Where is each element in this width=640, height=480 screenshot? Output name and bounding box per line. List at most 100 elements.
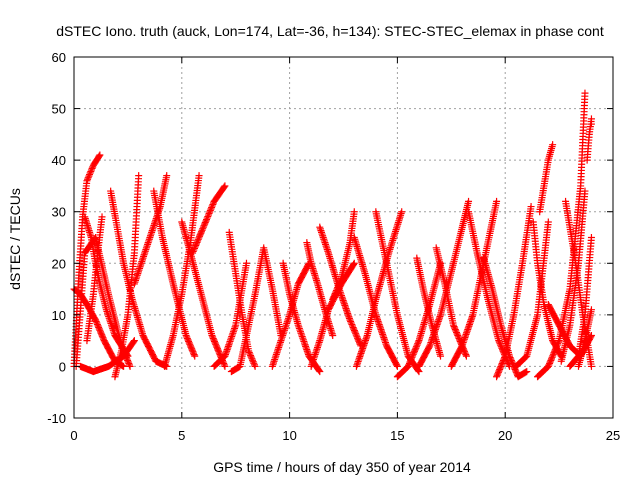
data-point xyxy=(247,352,255,360)
data-point xyxy=(92,316,100,324)
data-point xyxy=(194,237,202,245)
data-point xyxy=(242,259,250,267)
data-point xyxy=(355,337,363,345)
y-tick-label: 60 xyxy=(52,50,66,65)
data-point xyxy=(550,349,558,357)
data-point xyxy=(547,355,555,363)
data-point xyxy=(352,330,360,338)
data-point xyxy=(208,202,216,210)
data-point xyxy=(191,243,199,251)
data-point xyxy=(336,278,344,286)
data-point xyxy=(125,361,133,369)
data-point xyxy=(190,244,198,252)
data-point xyxy=(545,361,553,369)
data-point xyxy=(201,220,209,228)
data-point xyxy=(552,344,560,352)
data-point xyxy=(551,347,559,355)
data-point xyxy=(251,362,259,370)
data-point xyxy=(186,342,194,350)
data-point xyxy=(496,340,504,348)
data-point xyxy=(352,331,360,339)
data-point xyxy=(335,281,343,289)
data-track xyxy=(225,228,259,370)
data-point xyxy=(207,205,215,213)
data-point xyxy=(495,367,503,375)
data-point xyxy=(84,175,92,183)
data-point xyxy=(210,336,218,344)
data-point xyxy=(437,352,445,360)
data-point xyxy=(346,316,354,324)
data-point xyxy=(211,339,219,347)
data-point xyxy=(205,210,213,218)
data-point xyxy=(96,326,104,334)
data-point xyxy=(551,346,559,354)
data-point xyxy=(411,347,419,355)
data-point xyxy=(315,366,323,374)
data-point xyxy=(95,325,103,333)
data-point xyxy=(451,324,459,332)
data-point xyxy=(96,328,104,336)
data-point xyxy=(196,231,204,239)
data-point xyxy=(329,295,337,303)
axis-ticks: 0 5 10 15 20 25 -10 0 10 20 30 40 50 60 xyxy=(47,50,620,443)
data-point xyxy=(331,289,339,297)
data-point xyxy=(546,359,554,367)
data-point xyxy=(347,319,355,327)
data-point xyxy=(554,338,562,346)
data-point xyxy=(212,342,220,350)
x-tick-label: 20 xyxy=(498,428,512,443)
data-point xyxy=(124,358,132,366)
y-tick-label: -10 xyxy=(47,411,66,426)
data-track xyxy=(210,259,250,370)
data-point xyxy=(196,232,204,240)
data-point xyxy=(398,208,406,216)
data-point xyxy=(407,355,415,363)
data-point xyxy=(393,362,401,370)
data-point xyxy=(581,89,589,97)
data-track xyxy=(279,259,324,376)
data-point xyxy=(200,222,208,230)
data-point xyxy=(189,249,197,257)
data-point xyxy=(587,120,595,128)
data-point xyxy=(183,334,191,342)
data-point xyxy=(507,357,515,365)
data-point xyxy=(85,172,93,180)
data-point xyxy=(95,323,103,331)
data-point xyxy=(497,341,505,349)
data-point xyxy=(350,327,358,335)
data-point xyxy=(192,240,200,248)
x-tick-label: 5 xyxy=(178,428,185,443)
data-point xyxy=(581,187,589,195)
data-point xyxy=(334,284,342,292)
data-point xyxy=(355,339,363,347)
data-point xyxy=(214,346,222,354)
data-point xyxy=(191,352,199,360)
data-point xyxy=(350,260,358,268)
data-point xyxy=(202,217,210,225)
data-point xyxy=(203,214,211,222)
data-point xyxy=(512,368,520,376)
data-point xyxy=(546,358,554,366)
data-point xyxy=(501,354,509,362)
data-point xyxy=(351,328,359,336)
data-point xyxy=(91,235,99,243)
data-point xyxy=(587,306,595,314)
data-point xyxy=(454,333,462,341)
data-point xyxy=(195,172,203,180)
data-point xyxy=(412,343,420,351)
data-point xyxy=(462,351,470,359)
data-point xyxy=(461,349,469,357)
data-point xyxy=(511,365,519,373)
data-point xyxy=(208,331,216,339)
data-point xyxy=(220,361,228,369)
data-point xyxy=(587,362,595,370)
data-point xyxy=(250,361,258,369)
data-point xyxy=(404,362,412,370)
data-point xyxy=(411,346,419,354)
data-point xyxy=(449,321,457,329)
data-point xyxy=(221,362,229,370)
data-point xyxy=(453,330,461,338)
data-point xyxy=(185,339,193,347)
data-point xyxy=(495,338,503,346)
data-point xyxy=(209,333,217,341)
